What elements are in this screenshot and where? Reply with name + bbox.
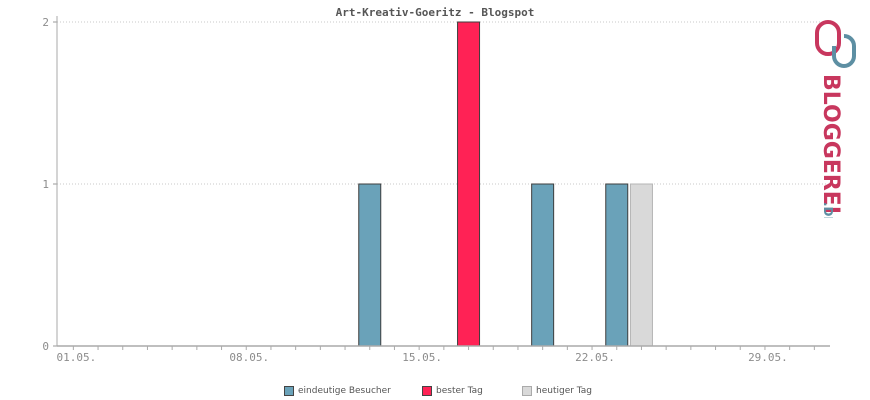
axes [56,16,830,350]
legend-label-best-day: bester Tag [436,386,483,396]
legend-swatch-best-day [422,386,432,396]
bar [629,183,653,347]
logo-suffix: .DE [821,202,835,218]
bars [358,21,653,347]
grid-lines [53,21,830,347]
bar [605,183,629,347]
x-tick-label: 01.05. [56,351,96,364]
legend-item-visitors: eindeutige Besucher [284,386,391,396]
y-tick-label: 1 [42,178,49,191]
legend-label-today: heutiger Tag [536,386,593,396]
x-tick-labels: 01.05. 08.05. 15.05. 22.05. 29.05. [56,351,787,364]
y-tick-label: 2 [42,16,49,29]
x-tick-label: 29.05. [748,351,788,364]
logo-bubble-blue [832,34,856,68]
x-tick-label: 22.05. [575,351,615,364]
bloggerei-logo: BLOGGEREI .DE [806,18,870,225]
logo-bubble-red [815,19,841,56]
bar [358,183,382,347]
bar [457,21,481,347]
legend-swatch-visitors [284,386,294,396]
chart-title: Art-Kreativ-Goeritz - Blogspot [336,6,535,19]
legend: eindeutige Besucher bester Tag heutiger … [0,386,870,398]
legend-item-best-day: bester Tag [422,386,483,396]
legend-item-today: heutiger Tag [522,386,592,396]
y-tick-label: 0 [42,340,49,353]
x-tick-label: 15.05. [402,351,442,364]
logo-wordmark: BLOGGEREI [818,74,843,214]
bloggerei-logo-graphic: BLOGGEREI .DE [815,19,856,225]
legend-swatch-today [522,386,532,396]
bar [531,183,555,347]
x-tick-label: 08.05. [229,351,269,364]
y-tick-labels: 0 1 2 [42,16,49,353]
legend-label-visitors: eindeutige Besucher [298,386,391,396]
